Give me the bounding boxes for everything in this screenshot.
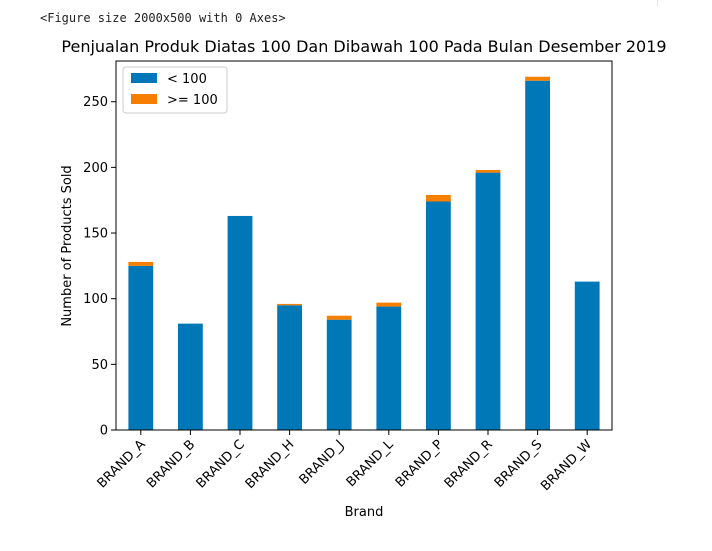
y-axis: 0 50 100 150 200 250 <box>83 95 116 439</box>
x-tick-label: BRAND_H <box>243 437 298 492</box>
x-tick-label: BRAND_J <box>297 437 347 487</box>
bar-brand-s-series-0 <box>525 80 550 430</box>
bar-brand-l-series-1 <box>376 302 402 307</box>
bar-brand-b-series-0 <box>178 323 203 430</box>
legend: < 100 >= 100 <box>122 66 228 114</box>
axes-frame <box>115 60 613 431</box>
x-tick-label: BRAND_W <box>538 437 595 494</box>
y-tick-label: 100 <box>83 292 108 307</box>
chart-title: Penjualan Produk Diatas 100 Dan Dibawah … <box>61 37 666 56</box>
y-tick-label: 0 <box>100 424 108 439</box>
legend-swatch-100-and-over <box>131 94 157 104</box>
bar-brand-p-series-0 <box>426 201 451 430</box>
bar-brand-a-series-0 <box>128 265 154 430</box>
y-tick-label: 250 <box>83 95 108 110</box>
legend-label-100-and-over: >= 100 <box>167 93 218 108</box>
x-tick-label: BRAND_R <box>442 437 496 491</box>
bar-brand-r-series-1 <box>475 169 501 173</box>
y-axis-label: Number of Products Sold <box>60 165 75 326</box>
x-tick-label: BRAND_S <box>492 437 546 491</box>
bar-brand-j-series-0 <box>326 319 352 430</box>
bar-brand-l-series-0 <box>376 306 402 430</box>
legend-label-under-100: < 100 <box>167 72 207 87</box>
x-tick-label: BRAND_L <box>344 437 397 490</box>
x-tick-label: BRAND_B <box>144 437 198 491</box>
y-tick-label: 200 <box>83 161 108 176</box>
bar-brand-h-series-0 <box>277 305 302 430</box>
x-tick-label: BRAND_A <box>95 437 149 491</box>
y-tick-label: 50 <box>91 358 108 373</box>
output-scroll-marker <box>657 0 658 6</box>
figure-output-caption: <Figure size 2000x500 with 0 Axes> <box>40 11 286 25</box>
bar-brand-r-series-0 <box>475 172 501 430</box>
legend-swatch-under-100 <box>131 73 157 83</box>
bar-brand-a-series-1 <box>128 261 154 266</box>
bar-brand-j-series-1 <box>326 315 352 320</box>
x-tick-label: BRAND_C <box>194 437 248 491</box>
y-tick-label: 150 <box>83 227 108 242</box>
bar-brand-p-series-1 <box>426 194 451 202</box>
bar-brand-s-series-1 <box>525 76 550 81</box>
bar-brand-c-series-0 <box>227 215 253 430</box>
bar-brand-w-series-0 <box>574 281 600 430</box>
plot-area <box>128 76 600 430</box>
x-axis-label: Brand <box>345 505 384 520</box>
x-tick-label: BRAND_P <box>393 437 446 490</box>
bar-brand-h-series-1 <box>277 303 302 306</box>
